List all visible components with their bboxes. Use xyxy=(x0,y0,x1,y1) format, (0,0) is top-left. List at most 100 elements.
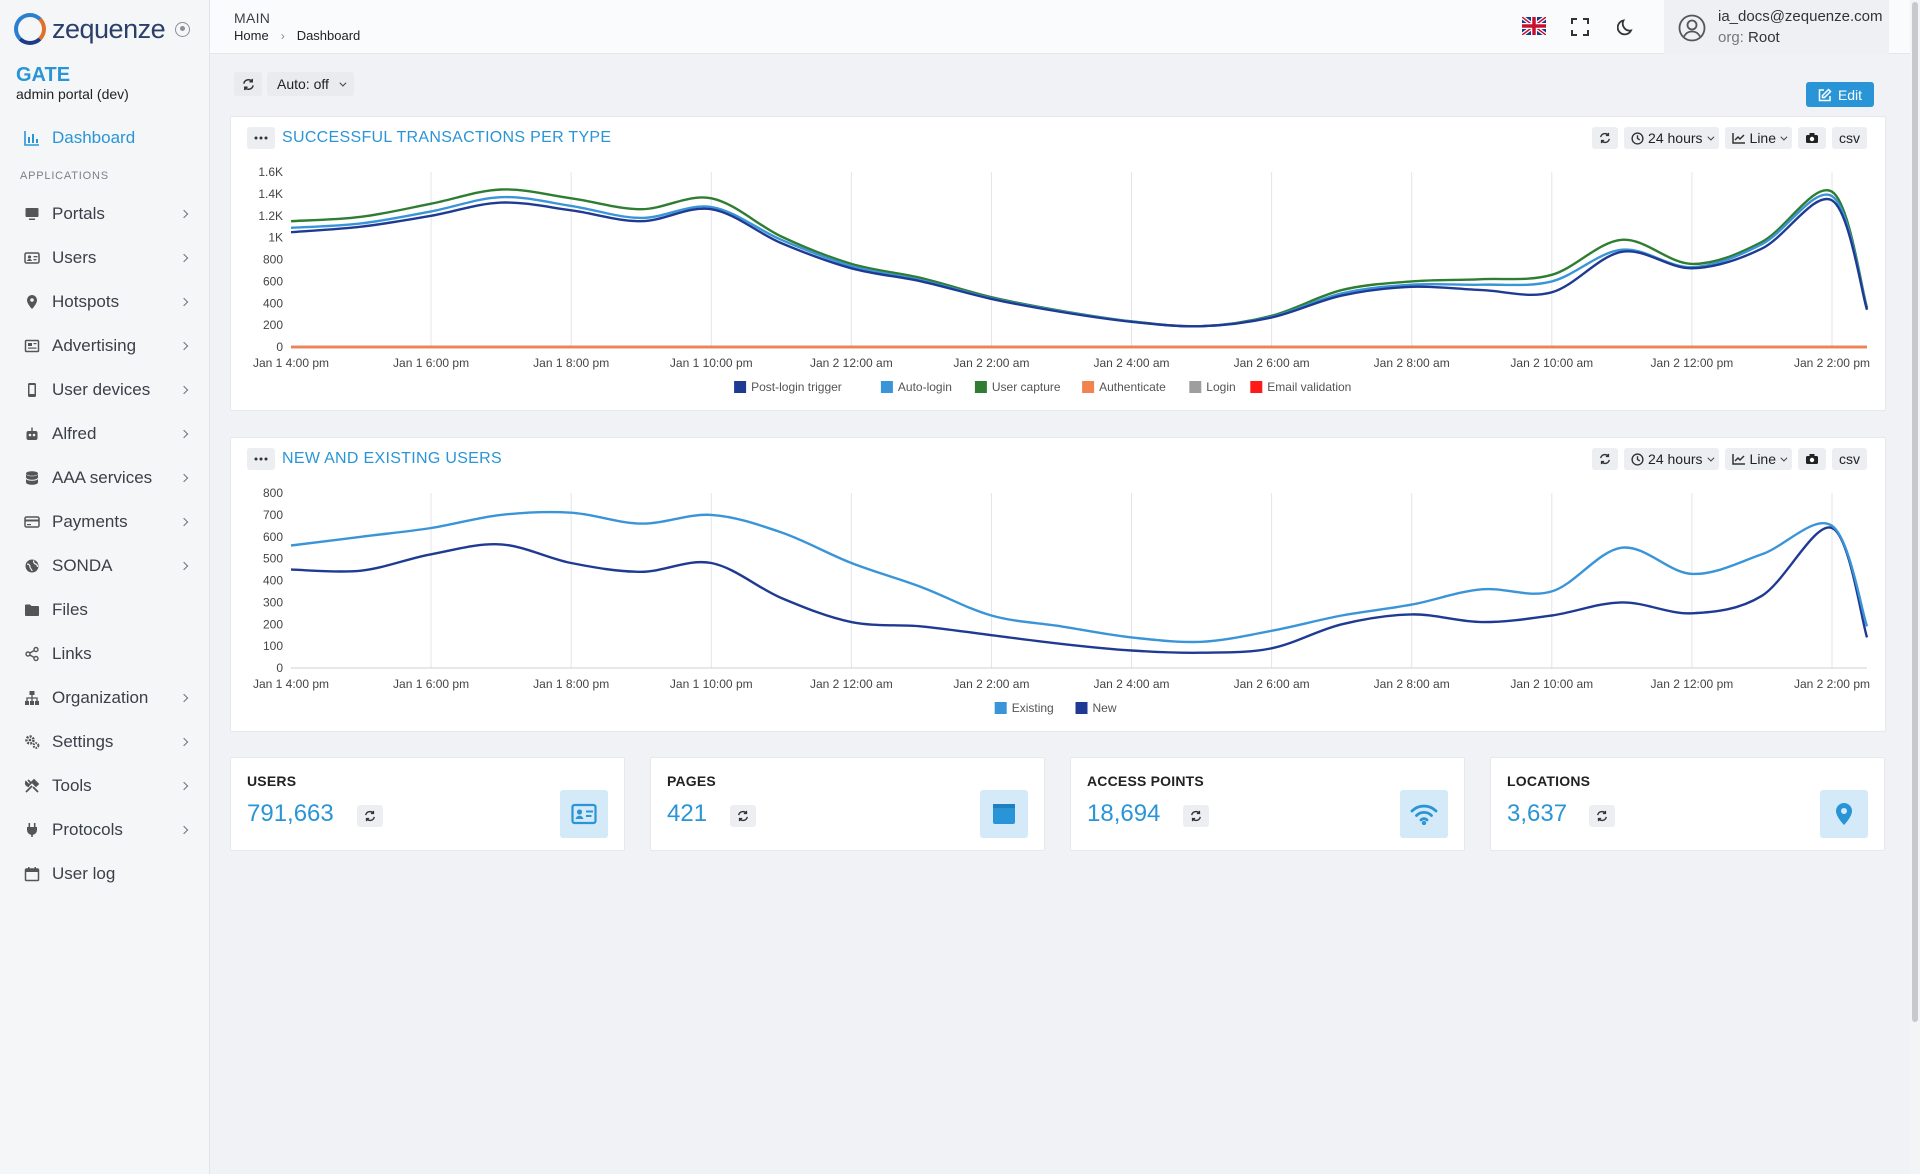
csv-export-button[interactable]: csv xyxy=(1832,127,1867,149)
dark-mode-moon-icon[interactable] xyxy=(1615,16,1637,38)
y-tick-label: 0 xyxy=(276,340,283,354)
map-marker-icon xyxy=(1820,790,1868,838)
x-tick-label: Jan 1 6:00 pm xyxy=(393,356,469,370)
refresh-icon xyxy=(1600,132,1611,144)
series-line-existing[interactable] xyxy=(290,510,1869,644)
stat-card-access-points: ACCESS POINTS 18,694 xyxy=(1070,757,1465,851)
sidebar-item-hotspots[interactable]: Hotspots xyxy=(0,280,209,324)
sidebar-item-links[interactable]: Links xyxy=(0,632,209,676)
sidebar-item-sonda[interactable]: SONDA xyxy=(0,544,209,588)
x-tick-label: Jan 2 12:00 pm xyxy=(1651,677,1734,691)
user-menu[interactable]: ia_docs@zequenze.com org: Root xyxy=(1664,0,1889,54)
edit-button[interactable]: Edit xyxy=(1806,82,1874,107)
chart-refresh-button[interactable] xyxy=(1592,448,1619,470)
breadcrumb-current: Dashboard xyxy=(296,28,361,43)
legend-item[interactable]: Login xyxy=(1189,380,1236,394)
legend-item[interactable]: New xyxy=(1075,701,1117,715)
stat-refresh-button[interactable] xyxy=(357,805,383,827)
chevron-right-icon xyxy=(179,297,189,307)
legend-item[interactable]: Authenticate xyxy=(1082,380,1166,394)
auto-refresh-label: Auto: off xyxy=(277,76,329,92)
sidebar-item-label: User log xyxy=(52,864,116,883)
legend-item[interactable]: Post-login trigger xyxy=(734,380,842,394)
refresh-dashboard-button[interactable] xyxy=(234,72,262,96)
sidebar-item-advertising[interactable]: Advertising xyxy=(0,324,209,368)
y-tick-label: 200 xyxy=(263,617,283,631)
stat-card-value: 3,637 xyxy=(1507,800,1568,827)
sidebar-item-user-log[interactable]: User log xyxy=(0,852,209,896)
series-line-new[interactable] xyxy=(290,526,1869,654)
stat-refresh-button[interactable] xyxy=(1183,805,1209,827)
sidebar-item-organization[interactable]: Organization xyxy=(0,676,209,720)
breadcrumb: Home › Dashboard xyxy=(234,28,360,43)
series-line-auto-login[interactable] xyxy=(290,193,1869,328)
legend-item[interactable]: Auto-login xyxy=(880,380,952,394)
screenshot-button[interactable] xyxy=(1798,127,1826,149)
x-tick-label: Jan 2 4:00 am xyxy=(1094,677,1170,691)
y-tick-label: 1.6K xyxy=(258,165,283,179)
series-line-post-login-trigger[interactable] xyxy=(290,197,1869,328)
folder-icon xyxy=(22,600,42,620)
y-tick-label: 500 xyxy=(263,552,283,566)
sidebar-item-alfred[interactable]: Alfred xyxy=(0,412,209,456)
sidebar-item-users[interactable]: Users xyxy=(0,236,209,280)
chart-type-dropdown[interactable]: Line xyxy=(1724,127,1792,149)
panel-menu-button[interactable] xyxy=(247,448,275,470)
sidebar-item-portals[interactable]: Portals xyxy=(0,192,209,236)
stat-refresh-button[interactable] xyxy=(1589,805,1615,827)
sidebar-item-label: Users xyxy=(52,248,97,267)
pin-sidebar-icon[interactable] xyxy=(175,21,191,37)
auto-refresh-dropdown[interactable]: Auto: off xyxy=(267,72,354,96)
chart-refresh-button[interactable] xyxy=(1592,127,1619,149)
sidebar-item-aaa-services[interactable]: AAA services xyxy=(0,456,209,500)
stat-card-value: 421 xyxy=(667,800,708,827)
x-tick-label: Jan 2 6:00 am xyxy=(1234,356,1310,370)
legend-swatch xyxy=(974,381,987,393)
screenshot-button[interactable] xyxy=(1798,448,1826,470)
x-tick-label: Jan 1 10:00 pm xyxy=(670,677,753,691)
sidebar-item-protocols[interactable]: Protocols xyxy=(0,808,209,852)
globe-icon xyxy=(22,556,42,576)
chevron-down-icon xyxy=(1780,454,1788,462)
csv-export-button[interactable]: csv xyxy=(1832,448,1867,470)
brand-subtitle: admin portal (dev) xyxy=(16,86,129,102)
legend-label: Auto-login xyxy=(898,380,952,394)
legend-item[interactable]: User capture xyxy=(974,380,1061,394)
legend-label: Authenticate xyxy=(1099,380,1166,394)
users-line-chart: Jan 1 4:00 pm Jan 1 6:00 pm Jan 1 8:00 pm J… xyxy=(253,486,1870,715)
scrollbar-thumb[interactable] xyxy=(1912,2,1918,1022)
line-chart-icon xyxy=(1731,133,1745,144)
time-range-dropdown[interactable]: 24 hours xyxy=(1624,127,1719,149)
more-dots-icon xyxy=(254,457,268,461)
breadcrumb-home-link[interactable]: Home xyxy=(234,28,269,43)
uk-flag-icon[interactable] xyxy=(1522,17,1546,35)
sidebar-item-label: Hotspots xyxy=(52,292,120,311)
logo[interactable]: zequenze xyxy=(0,0,209,58)
sidebar-item-tools[interactable]: Tools xyxy=(0,764,209,808)
y-tick-label: 700 xyxy=(263,508,283,522)
sidebar-item-payments[interactable]: Payments xyxy=(0,500,209,544)
sidebar-item-user-devices[interactable]: User devices xyxy=(0,368,209,412)
stat-refresh-button[interactable] xyxy=(730,805,756,827)
panel-menu-button[interactable] xyxy=(247,127,275,149)
x-tick-label: Jan 1 10:00 pm xyxy=(670,356,753,370)
chevron-down-icon xyxy=(1706,133,1714,141)
page-scrollbar[interactable] xyxy=(1910,0,1920,1174)
chevron-right-icon xyxy=(179,209,189,219)
legend-item[interactable]: Email validation xyxy=(1250,380,1351,394)
legend-item[interactable]: Existing xyxy=(994,701,1054,715)
sidebar-item-files[interactable]: Files xyxy=(0,588,209,632)
mobile-icon xyxy=(22,380,42,400)
x-tick-label: Jan 2 12:00 pm xyxy=(1651,356,1734,370)
sidebar-item-dashboard[interactable]: Dashboard xyxy=(0,116,209,160)
chart-type-dropdown[interactable]: Line xyxy=(1724,448,1792,470)
plug-icon xyxy=(22,820,42,840)
series-line-user-capture[interactable] xyxy=(290,188,1869,328)
x-tick-label: Jan 1 8:00 pm xyxy=(533,677,609,691)
fullscreen-icon[interactable] xyxy=(1569,16,1591,38)
time-range-dropdown[interactable]: 24 hours xyxy=(1624,448,1719,470)
stat-card-value: 791,663 xyxy=(247,800,334,827)
sidebar-item-settings[interactable]: Settings xyxy=(0,720,209,764)
chevron-right-icon xyxy=(179,561,189,571)
chevron-right-icon xyxy=(179,781,189,791)
